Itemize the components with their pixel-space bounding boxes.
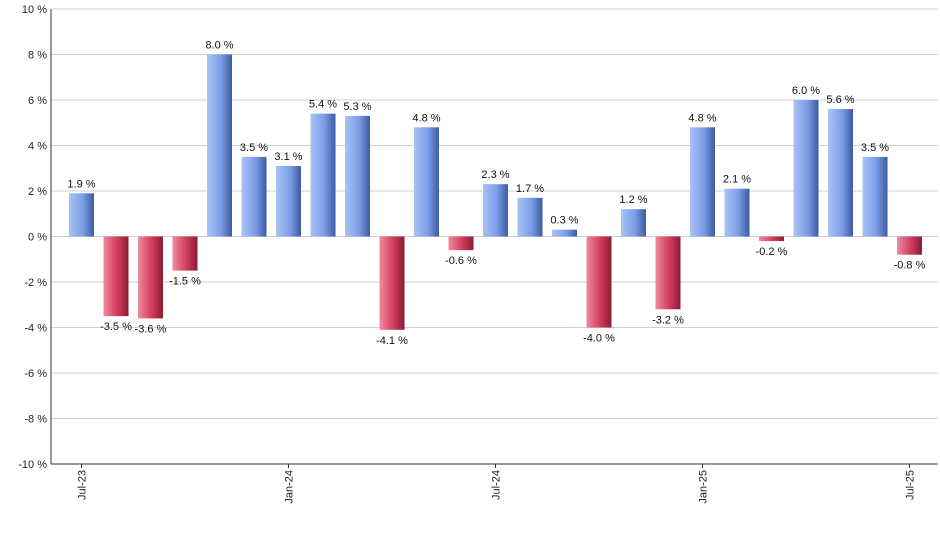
data-label: 1.7 %	[516, 183, 544, 195]
data-label: -0.8 %	[894, 260, 926, 272]
bar	[828, 109, 853, 237]
data-label: -1.5 %	[169, 276, 201, 288]
data-labels: 1.9 % -3.5 % -3.6 % -1.5 % 8.0 % 3.5 % 3.1 % 5.…	[67, 40, 925, 347]
bar	[724, 188, 750, 237]
data-label: 2.3 %	[481, 169, 509, 181]
x-tick-label: Jul-25	[905, 470, 917, 500]
data-label: 3.5 %	[240, 142, 268, 154]
y-tick-label: -4 %	[24, 323, 47, 335]
y-tick-label: 2 %	[28, 186, 47, 198]
data-label: 5.6 %	[826, 94, 854, 106]
bar	[586, 236, 612, 328]
bar	[517, 197, 543, 237]
bar	[69, 193, 94, 237]
data-label: 1.2 %	[619, 194, 647, 206]
y-tick-label: 0 %	[28, 232, 47, 244]
data-label: 0.3 %	[550, 215, 578, 227]
bar	[414, 127, 439, 237]
data-label: 5.4 %	[309, 99, 337, 111]
x-tick-label: Jan-25	[698, 470, 710, 504]
bar	[241, 156, 267, 237]
bar	[793, 100, 819, 237]
bar	[552, 229, 577, 237]
data-label: -3.6 %	[135, 323, 167, 335]
data-label: 4.8 %	[412, 112, 440, 124]
bar	[310, 113, 336, 237]
data-label: -3.5 %	[100, 321, 132, 333]
data-label: 1.9 %	[67, 178, 95, 190]
data-label: 8.0 %	[205, 40, 233, 52]
bar	[483, 184, 508, 237]
y-tick-label: 4 %	[28, 141, 47, 153]
y-tick-label: 8 %	[28, 50, 47, 62]
data-label: -3.2 %	[652, 314, 684, 326]
data-label: 2.1 %	[723, 174, 751, 186]
bar	[138, 236, 163, 319]
x-tick-label: Jul-24	[491, 470, 503, 500]
bar	[862, 156, 888, 237]
y-tick-label: -8 %	[24, 414, 47, 426]
data-label: 6.0 %	[792, 85, 820, 97]
bar	[690, 127, 715, 237]
data-label: 4.8 %	[688, 112, 716, 124]
bar	[172, 236, 198, 271]
data-label: 5.3 %	[343, 101, 371, 113]
y-tick-label: -10 %	[18, 459, 47, 471]
bar	[207, 54, 232, 237]
data-label: 3.1 %	[274, 151, 302, 163]
bar	[621, 209, 646, 237]
data-label: 3.5 %	[861, 142, 889, 154]
bar	[103, 236, 129, 317]
y-axis-tick-labels: 10 % 8 % 6 % 4 % 2 % 0 % -2 % -4 % -6 % -8 % -10 %	[18, 4, 47, 471]
y-tick-label: 6 %	[28, 95, 47, 107]
bar	[759, 236, 784, 242]
data-label: -4.0 %	[583, 333, 615, 345]
x-axis-tick-labels: Jul-23 Jan-24 Jul-24 Jan-25 Jul-25	[77, 464, 917, 504]
y-tick-label: 10 %	[22, 4, 47, 16]
bar	[379, 236, 405, 330]
data-label: -4.1 %	[376, 335, 408, 347]
data-label: -0.2 %	[756, 246, 788, 258]
x-tick-label: Jan-24	[284, 470, 296, 504]
bar	[655, 236, 681, 310]
axes	[50, 9, 938, 465]
bar	[897, 236, 922, 255]
bar	[448, 236, 474, 251]
bar	[345, 115, 370, 237]
y-tick-label: -6 %	[24, 368, 47, 380]
bar	[276, 165, 301, 237]
data-label: -0.6 %	[445, 255, 477, 267]
x-tick-label: Jul-23	[77, 470, 89, 500]
bars	[69, 54, 922, 330]
y-tick-label: -2 %	[24, 277, 47, 289]
